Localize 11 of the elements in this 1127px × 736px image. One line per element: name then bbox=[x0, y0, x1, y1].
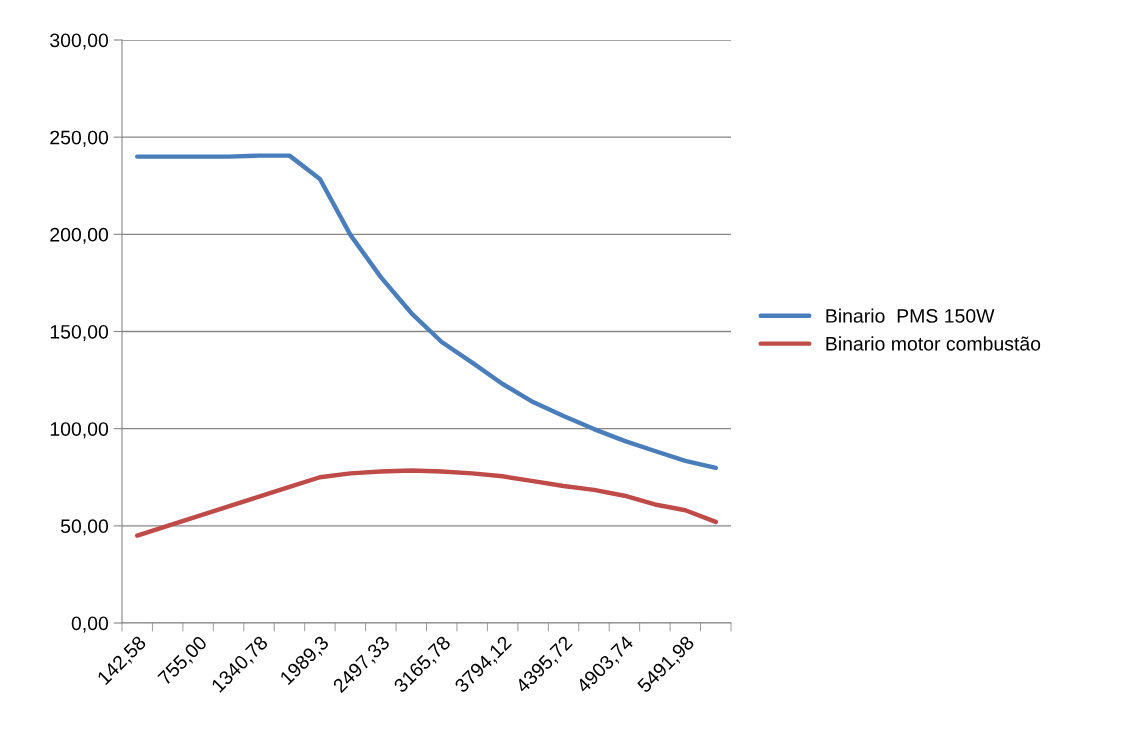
y-tick-label: 100,00 bbox=[50, 422, 109, 439]
y-tick-label: 0,00 bbox=[71, 616, 109, 633]
y-tick-label: 250,00 bbox=[50, 130, 109, 147]
y-tick-label: 300,00 bbox=[50, 33, 109, 50]
y-tick-label: 200,00 bbox=[50, 227, 109, 244]
line-series bbox=[135, 468, 718, 538]
y-tick-label: 150,00 bbox=[50, 324, 109, 342]
y-tick-label: 50,00 bbox=[60, 519, 109, 536]
line-series bbox=[135, 153, 718, 471]
legend-label: Binario motor combustão bbox=[826, 336, 1041, 351]
legend-label: Binario PMS 150W bbox=[826, 308, 995, 323]
